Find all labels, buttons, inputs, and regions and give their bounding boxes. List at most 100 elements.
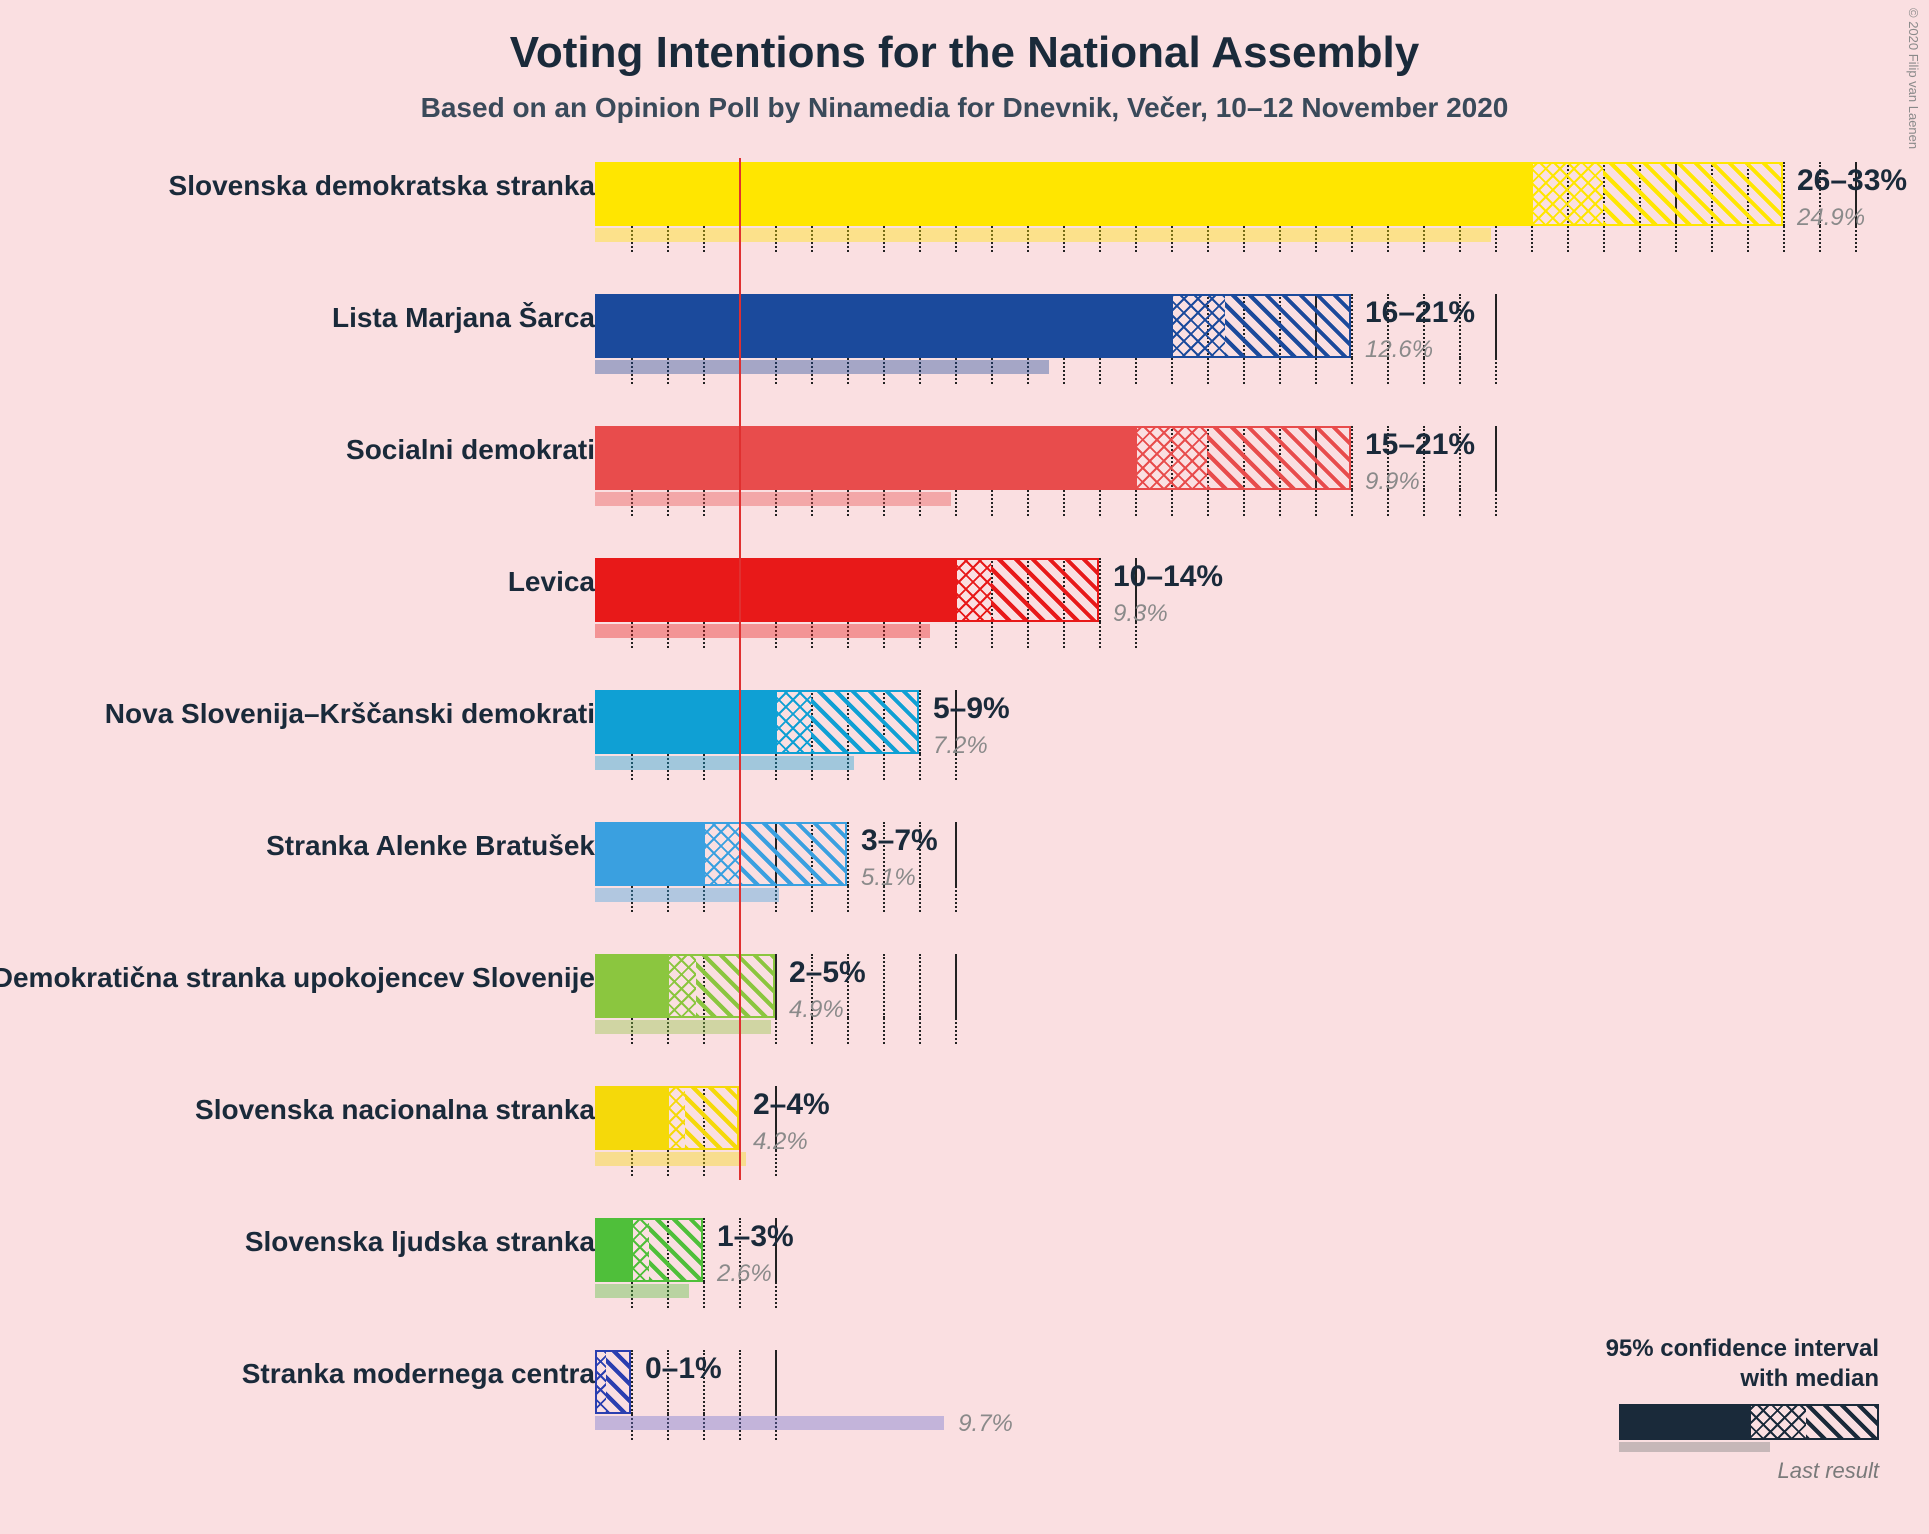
- last-result-bar: [595, 888, 779, 902]
- party-name: Slovenska ljudska stranka: [245, 1226, 595, 1258]
- grid-minor-ext: [1495, 490, 1497, 516]
- grid-minor-ext: [847, 1018, 849, 1044]
- grid-minor-ext: [1135, 490, 1137, 516]
- grid-minor-ext: [991, 622, 993, 648]
- party-row: Demokratična stranka upokojencev Sloveni…: [0, 942, 1929, 1074]
- grid-minor-ext: [1459, 358, 1461, 384]
- party-row: Stranka Alenke Bratušek3–7%5.1%: [0, 810, 1929, 942]
- party-name: Socialni demokrati: [346, 434, 595, 466]
- grid-minor: [1783, 162, 1785, 226]
- grid-minor-ext: [1423, 490, 1425, 516]
- chart-subtitle: Based on an Opinion Poll by Ninamedia fo…: [0, 92, 1929, 124]
- grid-minor-ext: [919, 754, 921, 780]
- grid-minor-ext: [955, 1018, 957, 1044]
- last-result-label: 9.7%: [958, 1410, 1013, 1438]
- grid-minor-ext: [1207, 490, 1209, 516]
- legend-outline: [1749, 1404, 1879, 1440]
- last-result-bar: [595, 1020, 771, 1034]
- ci-solid: [595, 1218, 631, 1282]
- ci-solid: [595, 426, 1135, 490]
- ci-value-label: 10–14%: [1113, 560, 1223, 594]
- grid-minor-ext: [1495, 226, 1497, 252]
- ci-value-label: 2–5%: [789, 956, 866, 990]
- grid-minor-ext: [919, 1018, 921, 1044]
- party-row: Levica 10–14% 9.3%: [0, 546, 1929, 678]
- last-result-label: 9.9%: [1365, 468, 1420, 496]
- last-result-label: 5.1%: [861, 864, 916, 892]
- grid-minor-ext: [1243, 490, 1245, 516]
- grid-minor-ext: [1243, 358, 1245, 384]
- grid-major: [1495, 426, 1497, 490]
- grid-minor-ext: [1135, 358, 1137, 384]
- grid-minor-ext: [1639, 226, 1641, 252]
- grid-minor: [739, 1350, 741, 1414]
- legend: 95% confidence interval with median Last…: [1606, 1334, 1879, 1484]
- grid-minor-ext: [775, 1282, 777, 1308]
- grid-minor-ext: [1711, 226, 1713, 252]
- grid-minor-ext: [955, 886, 957, 912]
- last-result-label: 24.9%: [1797, 204, 1865, 232]
- grid-minor: [1099, 558, 1101, 622]
- legend-last-label: Last result: [1606, 1458, 1879, 1484]
- party-name: Nova Slovenija–Krščanski demokrati: [105, 698, 595, 730]
- grid-major: [1495, 294, 1497, 358]
- grid-minor: [883, 954, 885, 1018]
- grid-minor-ext: [847, 886, 849, 912]
- last-result-label: 7.2%: [933, 732, 988, 760]
- last-result-label: 12.6%: [1365, 336, 1433, 364]
- grid-minor: [1351, 426, 1353, 490]
- last-result-bar: [595, 492, 951, 506]
- grid-minor-ext: [1603, 226, 1605, 252]
- party-row: Slovenska nacionalna stranka2–4%4.2%: [0, 1074, 1929, 1206]
- ci-value-label: 1–3%: [717, 1220, 794, 1254]
- party-row: Socialni demokrati 15–21% 9.9%: [0, 414, 1929, 546]
- grid-minor-ext: [1459, 490, 1461, 516]
- ci-outline: [775, 690, 919, 754]
- ci-solid: [595, 294, 1171, 358]
- grid-major: [955, 954, 957, 1018]
- last-result-bar: [595, 624, 930, 638]
- grid-minor-ext: [1063, 622, 1065, 648]
- grid-minor-ext: [1567, 226, 1569, 252]
- grid-minor-ext: [1531, 226, 1533, 252]
- grid-minor: [847, 822, 849, 886]
- grid-minor-ext: [883, 754, 885, 780]
- ci-outline: [595, 1350, 631, 1414]
- ci-solid: [595, 162, 1531, 226]
- party-row: Nova Slovenija–Krščanski demokrati5–9%7.…: [0, 678, 1929, 810]
- legend-last-bar: [1619, 1442, 1770, 1452]
- grid-minor-ext: [991, 490, 993, 516]
- ci-value-label: 2–4%: [753, 1088, 830, 1122]
- last-result-label: 9.3%: [1113, 600, 1168, 628]
- grid-minor: [1351, 294, 1353, 358]
- poll-bar-chart: Slovenska demokratska stranka26–33%24.9%…: [0, 150, 1929, 1470]
- party-name: Slovenska nacionalna stranka: [195, 1094, 595, 1126]
- ci-outline: [703, 822, 847, 886]
- ci-value-label: 26–33%: [1797, 164, 1907, 198]
- grid-minor-ext: [775, 1018, 777, 1044]
- grid-minor-ext: [1351, 358, 1353, 384]
- party-row: Slovenska ljudska stranka 1–3% 2.6%: [0, 1206, 1929, 1338]
- grid-minor-ext: [1495, 358, 1497, 384]
- ci-outline: [631, 1218, 703, 1282]
- ci-value-label: 15–21%: [1365, 428, 1475, 462]
- ci-outline: [1531, 162, 1783, 226]
- ci-value-label: 3–7%: [861, 824, 938, 858]
- last-result-label: 2.6%: [717, 1260, 772, 1288]
- ci-value-label: 0–1%: [645, 1352, 722, 1386]
- copyright: © 2020 Filip van Laenen: [1906, 8, 1921, 149]
- last-result-bar: [595, 360, 1049, 374]
- legend-title-line2: with median: [1606, 1364, 1879, 1394]
- grid-minor-ext: [1783, 226, 1785, 252]
- last-result-bar: [595, 1284, 689, 1298]
- chart-title: Voting Intentions for the National Assem…: [0, 28, 1929, 78]
- ci-outline: [667, 1086, 739, 1150]
- grid-minor-ext: [1027, 622, 1029, 648]
- grid-minor-ext: [1063, 490, 1065, 516]
- last-result-bar: [595, 1416, 944, 1430]
- party-name: Levica: [508, 566, 595, 598]
- ci-solid: [595, 822, 703, 886]
- grid-minor-ext: [955, 490, 957, 516]
- grid-minor-ext: [1099, 490, 1101, 516]
- party-name: Demokratična stranka upokojencev Sloveni…: [0, 962, 595, 994]
